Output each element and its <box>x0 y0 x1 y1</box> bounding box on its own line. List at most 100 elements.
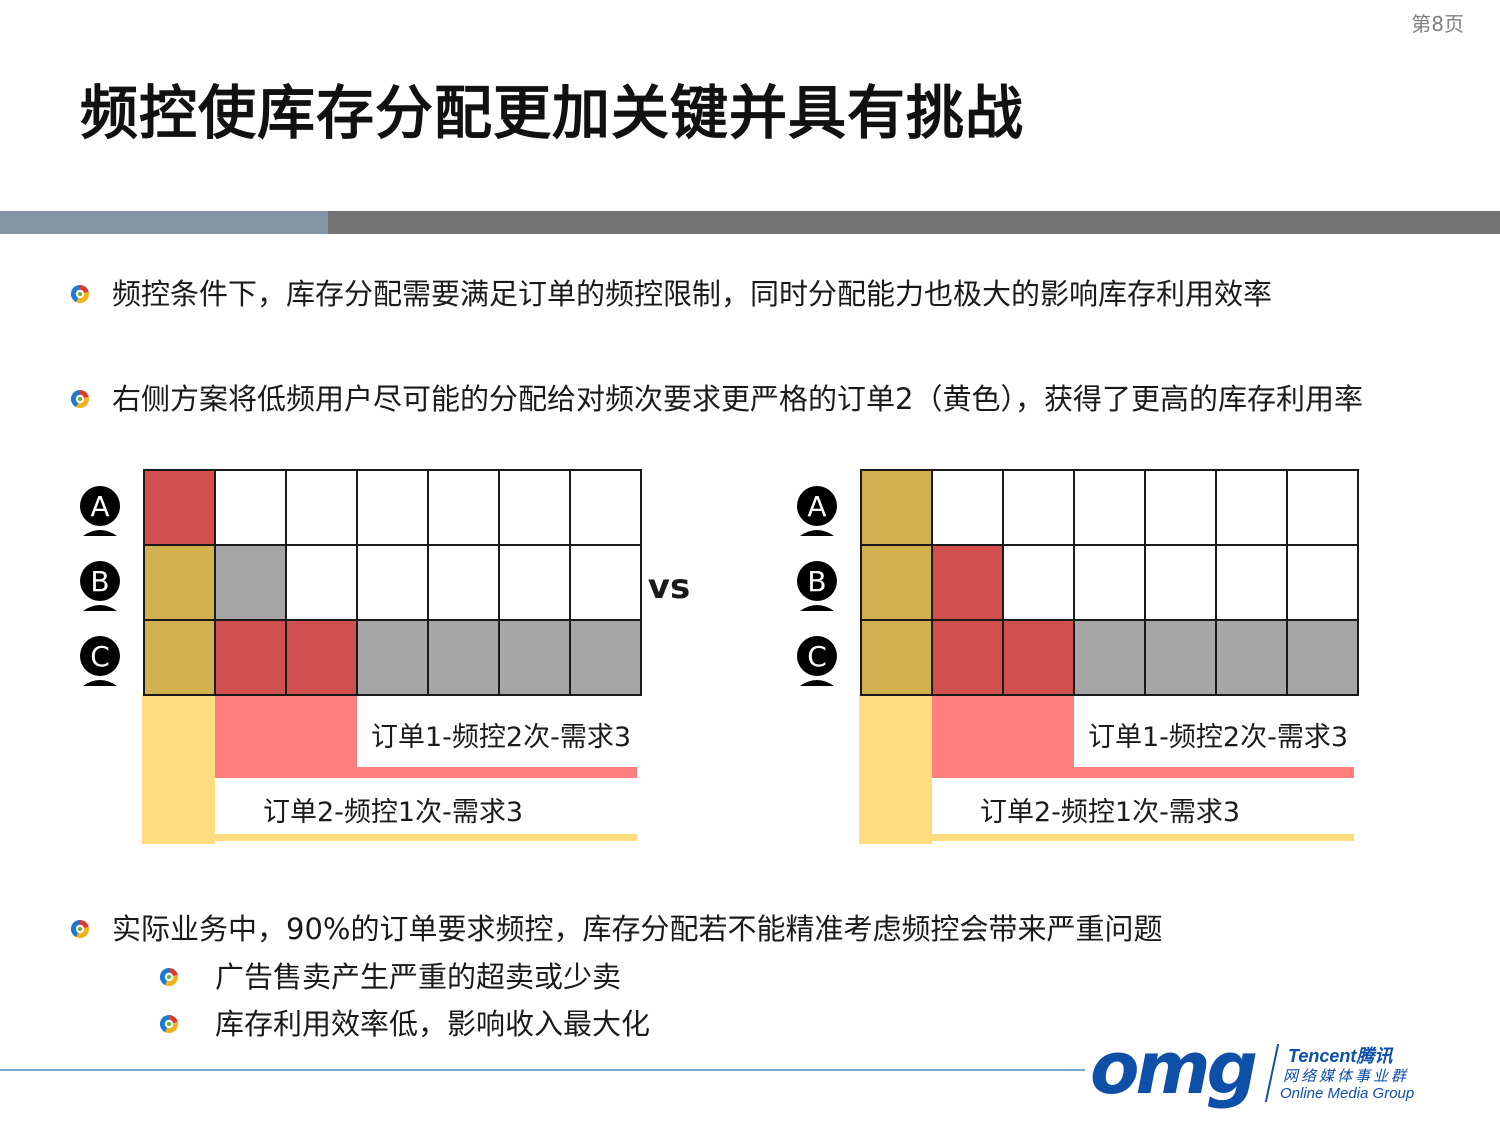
right-cell-order2 <box>860 544 933 621</box>
left-cell-unused <box>214 544 287 621</box>
right-cell-empty <box>1002 469 1075 546</box>
right-user-icon: C <box>797 636 837 686</box>
user-head-icon <box>797 561 837 601</box>
header-band-accent <box>0 211 328 234</box>
left-cell-empty <box>427 544 500 621</box>
bullet-text-2: 右侧方案将低频用户尽可能的分配给对频次要求更严格的订单2（黄色），获得了更高的库… <box>112 382 1363 416</box>
right-user-icon: B <box>797 561 837 611</box>
right-order1-band-block <box>932 695 1074 778</box>
right-order2-band-vertical <box>859 695 932 844</box>
right-user-label: C <box>807 640 827 673</box>
left-order2-label: 订单2-频控1次-需求3 <box>263 797 523 828</box>
right-cell-empty <box>1144 544 1217 621</box>
left-cell-order1 <box>143 469 216 546</box>
bullet-icon <box>69 918 91 940</box>
logo-dept-en: Online Media Group <box>1280 1085 1415 1102</box>
user-head-icon <box>80 561 120 601</box>
right-cell-order1 <box>1002 619 1075 696</box>
right-cell-empty <box>1073 469 1146 546</box>
left-cell-order1 <box>285 619 358 696</box>
left-cell-unused <box>427 619 500 696</box>
allocation-diagram: 订单1-频控2次-需求3 订单2-频控1次-需求3 A B C 订单1-频控2次-需求3 订… <box>0 460 1500 860</box>
right-cell-empty <box>1002 544 1075 621</box>
left-cell-empty <box>356 469 429 546</box>
right-cell-empty <box>1073 544 1146 621</box>
left-cell-empty <box>569 544 642 621</box>
right-cell-empty <box>1215 469 1288 546</box>
user-body-icon <box>800 530 834 536</box>
bullet-text-1: 频控条件下，库存分配需要满足订单的频控限制，同时分配能力也极大的影响库存利用效率 <box>112 277 1273 311</box>
right-cell-empty <box>1286 469 1359 546</box>
left-cell-empty <box>356 544 429 621</box>
left-user-label: C <box>90 640 110 673</box>
left-order1-band-line <box>215 767 637 778</box>
left-order2-band-vertical <box>142 695 215 844</box>
vs-label: vs <box>648 567 690 607</box>
right-cell-order2 <box>860 469 933 546</box>
user-body-icon <box>800 605 834 611</box>
right-cell-unused <box>1073 619 1146 696</box>
left-order1-band-block <box>215 695 357 778</box>
sub-bullet-icon <box>158 1013 180 1035</box>
page-number: 第8页 <box>1411 12 1464 36</box>
right-cell-empty <box>1215 544 1288 621</box>
right-order1-label: 订单1-频控2次-需求3 <box>1088 722 1348 753</box>
logo-dept-cn: 网络媒体事业群 <box>1283 1067 1410 1085</box>
sub-bullet-icon <box>158 966 180 988</box>
right-cell-unused <box>1215 619 1288 696</box>
left-cell-empty <box>498 469 571 546</box>
right-order2-band-line <box>925 834 1354 841</box>
right-cell-unused <box>1144 619 1217 696</box>
left-panel: 订单1-频控2次-需求3 订单2-频控1次-需求3 A B C <box>80 469 642 844</box>
right-user-label: A <box>807 490 826 523</box>
right-cell-empty <box>1286 544 1359 621</box>
left-cell-unused <box>356 619 429 696</box>
sub-bullet-text-1: 广告售卖产生严重的超卖或少卖 <box>215 960 622 994</box>
right-order1-band-line <box>932 767 1354 778</box>
bullet-icon <box>69 388 91 410</box>
sub-bullet-text-2: 库存利用效率低，影响收入最大化 <box>215 1007 651 1041</box>
user-body-icon <box>83 530 117 536</box>
logo-brand: omg <box>1090 1026 1258 1110</box>
right-order2-label: 订单2-频控1次-需求3 <box>980 797 1240 828</box>
left-cell-order1 <box>214 619 287 696</box>
omg-logo: omg Tencent腾讯 网络媒体事业群 Online Media Group <box>1085 1026 1445 1114</box>
left-cell-unused <box>569 619 642 696</box>
user-body-icon <box>83 680 117 686</box>
right-cell-empty <box>1144 469 1217 546</box>
left-user-label: B <box>90 565 109 598</box>
logo-divider <box>1264 1044 1280 1102</box>
left-cell-empty <box>427 469 500 546</box>
left-cell-empty <box>569 469 642 546</box>
header-band <box>328 211 1500 234</box>
user-body-icon <box>800 680 834 686</box>
left-cell-empty <box>285 544 358 621</box>
right-panel: 订单1-频控2次-需求3 订单2-频控1次-需求3 A B C <box>797 469 1359 844</box>
left-user-label: A <box>90 490 109 523</box>
right-cell-order1 <box>931 544 1004 621</box>
user-head-icon <box>797 486 837 526</box>
user-head-icon <box>797 636 837 676</box>
right-cell-empty <box>931 469 1004 546</box>
right-user-icon: A <box>797 486 837 536</box>
right-cell-order2 <box>860 619 933 696</box>
user-head-icon <box>80 636 120 676</box>
user-head-icon <box>80 486 120 526</box>
left-cell-order2 <box>143 619 216 696</box>
left-user-icon: B <box>80 561 120 611</box>
left-cell-empty <box>498 544 571 621</box>
logo-company: Tencent腾讯 <box>1288 1046 1393 1066</box>
left-cell-unused <box>498 619 571 696</box>
left-user-icon: C <box>80 636 120 686</box>
bullet-icon <box>69 283 91 305</box>
slide-title: 频控使库存分配更加关键并具有挑战 <box>80 79 1025 147</box>
left-cell-empty <box>214 469 287 546</box>
left-order1-label: 订单1-频控2次-需求3 <box>371 722 631 753</box>
right-cell-unused <box>1286 619 1359 696</box>
left-order2-band-line <box>208 834 637 841</box>
footer-line <box>0 1069 1085 1071</box>
right-cell-order1 <box>931 619 1004 696</box>
allocation-diagram-canvas: 订单1-频控2次-需求3订单2-频控1次-需求3ABC订单1-频控2次-需求3订… <box>80 469 1359 844</box>
bullet-text-3: 实际业务中，90%的订单要求频控，库存分配若不能精准考虑频控会带来严重问题 <box>112 912 1163 946</box>
left-cell-empty <box>285 469 358 546</box>
